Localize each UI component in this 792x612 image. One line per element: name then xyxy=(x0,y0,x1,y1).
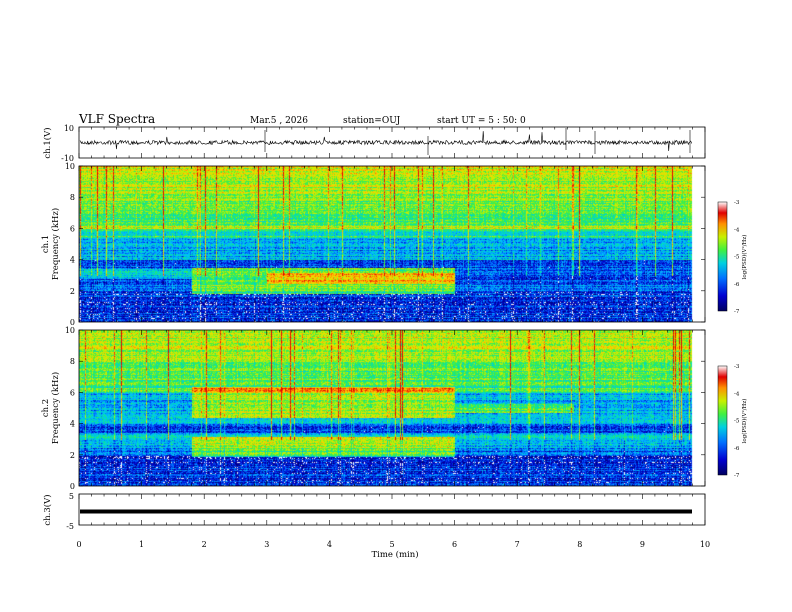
xtick: 9 xyxy=(640,540,645,549)
ch1-waveform-trace xyxy=(79,128,693,155)
xtick: 8 xyxy=(577,540,582,549)
ch1-spectrogram xyxy=(79,166,705,322)
start-time-label: start UT = 5 : 50: 0 xyxy=(437,116,526,126)
ch2-ytick: 0 xyxy=(70,482,75,491)
ch1-ytick: 2 xyxy=(70,287,75,296)
figure-title: VLF Spectra xyxy=(78,112,155,126)
xtick: 5 xyxy=(389,540,394,549)
ch1-spectrogram-panel: ch.1 Frequency (kHz) 0 2 4 6 8 10 -3 -4 … xyxy=(41,162,748,327)
x-ticks: 0 1 2 3 4 5 6 7 8 9 10 xyxy=(76,540,710,549)
ch3v-ylabel: ch.3(V) xyxy=(42,494,53,525)
ch1-colorbar-tick: -6 xyxy=(734,282,740,288)
ch2-colorbar-ticks: -3 -4 -5 -6 -7 xyxy=(734,364,740,479)
ch1-ylabel-frequency: Frequency (kHz) xyxy=(50,208,61,280)
ch1-ytick: 10 xyxy=(65,162,75,171)
ch3-waveform-trace xyxy=(80,509,692,514)
xtick: 1 xyxy=(139,540,144,549)
xtick: 6 xyxy=(452,540,457,549)
ch1-colorbar-label: log(PSD)(V²/Hz) xyxy=(741,235,748,280)
ch2-colorbar xyxy=(717,365,728,476)
ch2-ylabel-channel: ch.2 xyxy=(41,399,51,417)
ch2-colorbar-tick: -4 xyxy=(734,391,740,397)
ch1v-ylabel: ch.1(V) xyxy=(42,127,53,158)
ch3v-tick-bottom: -5 xyxy=(66,522,74,531)
ch1-ylabel-channel: ch.1 xyxy=(41,235,51,253)
ch1-colorbar xyxy=(717,201,728,312)
ch1-spectrogram-holder xyxy=(79,166,705,322)
x-axis-label: Time (min) xyxy=(371,549,418,560)
xtick: 2 xyxy=(202,540,207,549)
station-label: station=OUJ xyxy=(343,116,401,126)
xtick: 4 xyxy=(327,540,332,549)
ch2-colorbar-tick: -7 xyxy=(734,473,740,479)
xtick: 3 xyxy=(264,540,269,549)
ch2-spectrogram-holder xyxy=(79,330,705,486)
xtick: 0 xyxy=(76,540,81,549)
ch2-ytick: 4 xyxy=(70,420,75,429)
ch1-ytick: 8 xyxy=(70,193,75,202)
ch1-colorbar-ticks: -3 -4 -5 -6 -7 xyxy=(734,200,740,315)
ch2-ytick: 6 xyxy=(70,388,75,397)
ch1v-tick-bottom: -10 xyxy=(61,154,74,163)
xtick: 10 xyxy=(700,540,710,549)
tick-marks xyxy=(78,127,706,525)
ch2-ylabel-frequency: Frequency (kHz) xyxy=(50,372,61,444)
ch2-spectrogram-panel: ch.2 Frequency (kHz) 0 2 4 6 8 10 -3 -4 … xyxy=(41,326,748,491)
xtick: 7 xyxy=(515,540,520,549)
ch2-spectrogram xyxy=(79,330,705,486)
ch1-ytick: 0 xyxy=(70,318,75,327)
ch2-ytick: 2 xyxy=(70,451,75,460)
ch1-waveform-frame xyxy=(78,126,706,159)
ch1-colorbar-tick: -5 xyxy=(734,255,740,261)
ch1-waveform-panel: 10 -10 ch.1(V) xyxy=(42,124,706,163)
ch2-ytick: 10 xyxy=(65,326,75,335)
ch2-colorbar-tick: -3 xyxy=(734,364,740,370)
ch1-ytick: 6 xyxy=(70,224,75,233)
ch2-colorbar-tick: -5 xyxy=(734,419,740,425)
ch1-colorbar-tick: -3 xyxy=(734,200,740,206)
ch2-colorbar-label: log(PSD)(V²/Hz) xyxy=(741,399,748,444)
ch1-colorbar-tick: -7 xyxy=(734,309,740,315)
ch2-colorbar-tick: -6 xyxy=(734,446,740,452)
ch1v-tick-top: 10 xyxy=(64,124,74,133)
ch2-y-ticks: 0 2 4 6 8 10 xyxy=(65,326,75,491)
ch2-ytick: 8 xyxy=(70,357,75,366)
ch1-y-ticks: 0 2 4 6 8 10 xyxy=(65,162,75,327)
ch3-waveform-panel: 5 -5 ch.3(V) xyxy=(42,492,706,531)
ch1-colorbar-tick: -4 xyxy=(734,227,740,233)
date-label: Mar.5 , 2026 xyxy=(250,116,308,126)
ch3v-tick-top: 5 xyxy=(69,492,74,501)
ch1-ytick: 4 xyxy=(70,256,75,265)
